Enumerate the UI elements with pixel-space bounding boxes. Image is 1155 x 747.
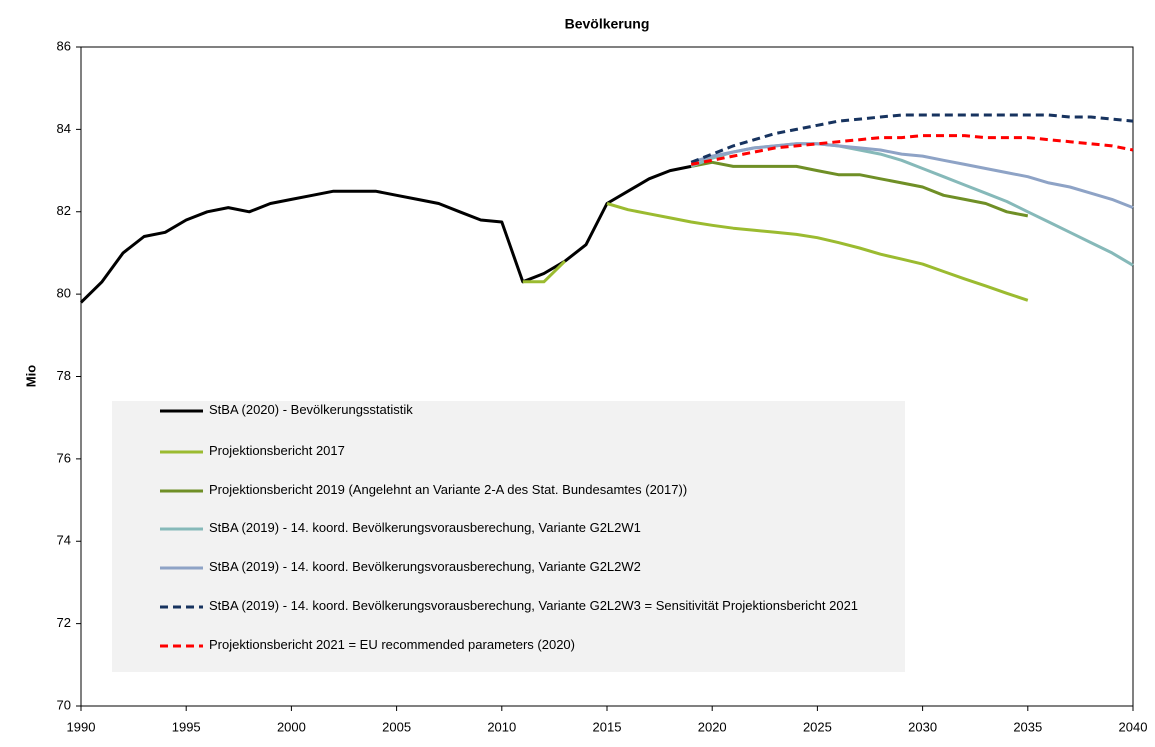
legend-label: Projektionsbericht 2019 (Angelehnt an Va…	[209, 483, 688, 497]
legend-item: StBA (2019) - 14. koord. Bevölkerungsvor…	[209, 560, 641, 574]
series-line	[690, 142, 1134, 267]
y-tick-label: 84	[57, 121, 71, 136]
series-line	[690, 134, 1134, 166]
legend-label: StBA (2019) - 14. koord. Bevölkerungsvor…	[209, 521, 641, 535]
y-tick-label: 82	[57, 203, 71, 218]
x-tick-label: 2005	[382, 719, 411, 734]
x-tick-label: 2000	[277, 719, 306, 734]
legend-box	[112, 401, 905, 672]
series-line	[522, 202, 1029, 302]
x-tick-label: 2015	[593, 719, 622, 734]
legend-label: StBA (2020) - Bevölkerungsstatistik	[209, 403, 413, 417]
y-tick-label: 74	[57, 533, 71, 548]
legend-label: Projektionsbericht 2021 = EU recommended…	[209, 638, 575, 652]
y-tick-label: 86	[57, 38, 71, 53]
y-axis-label: Mio	[23, 365, 38, 387]
legend-label: Projektionsbericht 2017	[209, 444, 345, 458]
legend-item: StBA (2019) - 14. koord. Bevölkerungsvor…	[209, 599, 859, 613]
x-tick-label: 2035	[1013, 719, 1042, 734]
x-tick-label: 2020	[698, 719, 727, 734]
legend-item: Projektionsbericht 2021 = EU recommended…	[209, 638, 575, 652]
legend-item: StBA (2020) - Bevölkerungsstatistik	[209, 403, 413, 417]
series-line	[79, 164, 692, 304]
y-tick-label: 78	[57, 368, 71, 383]
series-line	[690, 142, 1134, 209]
x-tick-label: 2010	[487, 719, 516, 734]
legend-item: StBA (2019) - 14. koord. Bevölkerungsvor…	[209, 521, 641, 535]
y-tick-label: 76	[57, 450, 71, 465]
series-line	[690, 113, 1134, 164]
legend-item: Projektionsbericht 2017	[209, 444, 345, 458]
y-tick-label: 80	[57, 286, 71, 301]
legend-label: StBA (2019) - 14. koord. Bevölkerungsvor…	[209, 560, 641, 574]
series-line	[690, 160, 1029, 218]
x-tick-label: 1990	[67, 719, 96, 734]
legend-item: Projektionsbericht 2019 (Angelehnt an Va…	[209, 483, 688, 497]
x-tick-label: 2025	[803, 719, 832, 734]
y-tick-label: 72	[57, 615, 71, 630]
x-tick-label: 1995	[172, 719, 201, 734]
chart-title: Bevölkerung	[565, 16, 650, 32]
y-tick-label: 70	[57, 697, 71, 712]
legend-label: StBA (2019) - 14. koord. Bevölkerungsvor…	[209, 599, 859, 613]
x-tick-label: 2040	[1119, 719, 1148, 734]
x-tick-label: 2030	[908, 719, 937, 734]
